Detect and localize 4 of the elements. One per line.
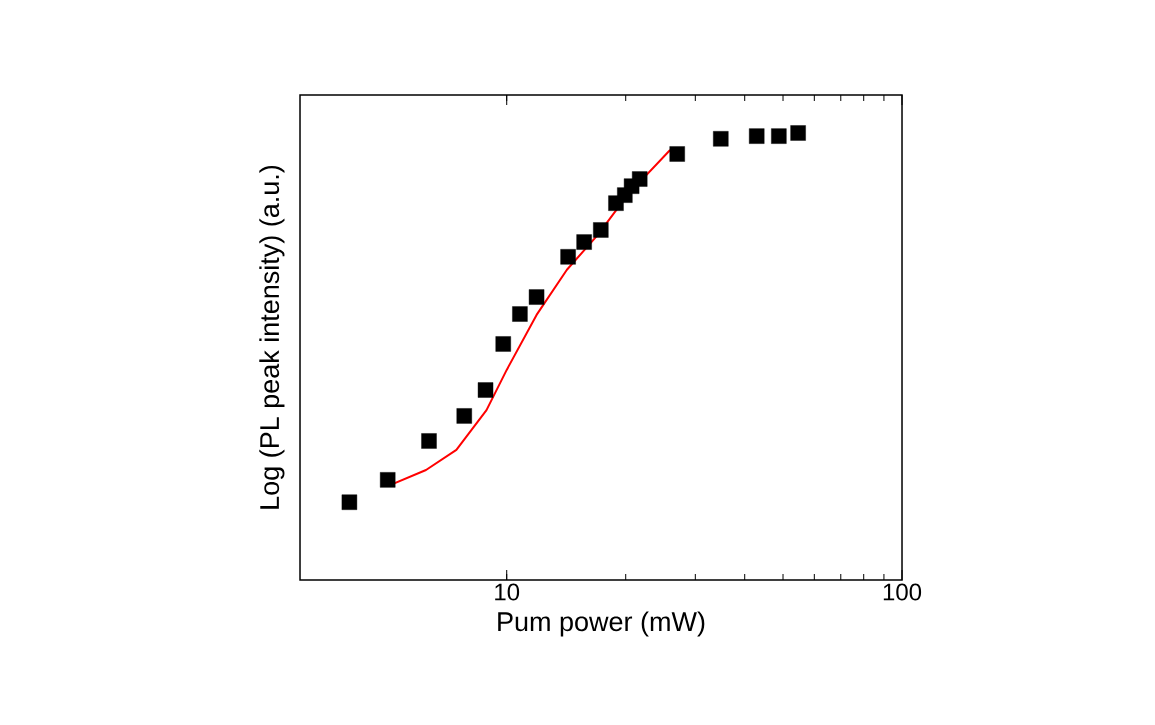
x-tick-label: 100 (883, 583, 922, 601)
y-axis-title: Log (PL peak intensity) (a.u.) (259, 165, 285, 509)
x-tick-label: 10 (495, 583, 520, 601)
x-axis-title: Pum power (mW) (498, 611, 705, 637)
